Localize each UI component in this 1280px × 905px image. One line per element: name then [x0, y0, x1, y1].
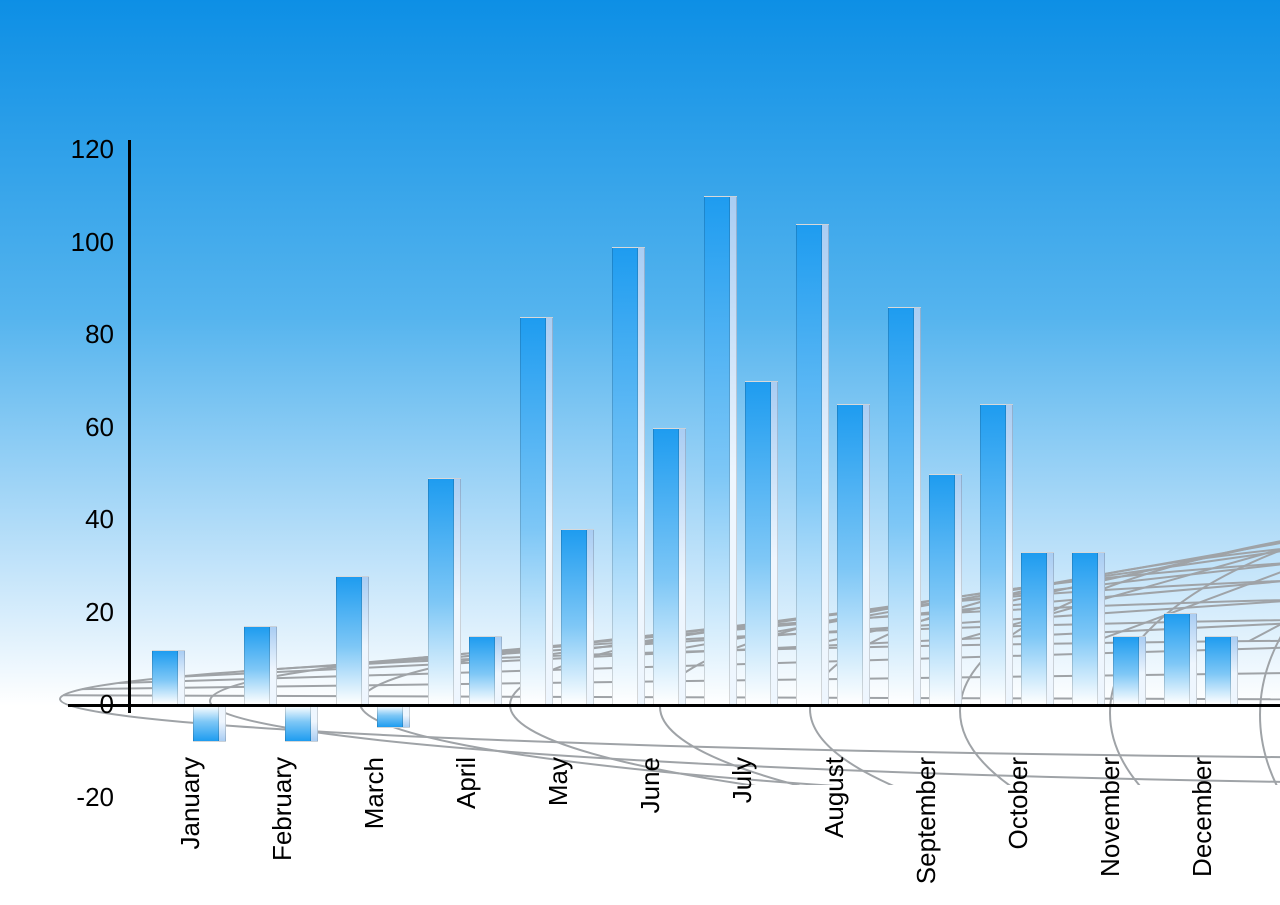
x-tick-label: June — [635, 757, 666, 813]
x-tick-label: May — [543, 757, 574, 806]
chart-canvas: -20 0 20 40 60 80 100 120 January February March A… — [0, 0, 1280, 905]
x-tick-label: March — [359, 757, 390, 829]
bar — [193, 705, 219, 742]
bar — [745, 381, 771, 705]
bar — [520, 317, 546, 706]
bar — [336, 576, 362, 706]
bar — [561, 529, 587, 705]
bar — [612, 247, 638, 705]
x-tick-label: February — [267, 757, 298, 861]
bar — [1021, 552, 1047, 705]
x-tick-label: September — [911, 757, 942, 884]
x-tick-label: January — [175, 757, 206, 850]
bar — [796, 224, 822, 705]
bar — [1072, 552, 1098, 705]
y-tick-label: 120 — [71, 134, 114, 165]
y-tick-label: 80 — [85, 319, 114, 350]
bar — [837, 404, 863, 705]
bar — [1205, 636, 1231, 705]
bar — [704, 196, 730, 705]
bar — [1164, 613, 1190, 706]
bar — [152, 650, 178, 706]
x-tick-label: December — [1187, 757, 1218, 877]
x-tick-label: July — [727, 757, 758, 803]
bar — [1113, 636, 1139, 705]
bar — [377, 705, 403, 728]
y-tick-label: 40 — [85, 504, 114, 535]
y-tick-label: -20 — [76, 782, 114, 813]
y-tick-label: 0 — [100, 689, 114, 720]
x-tick-label: November — [1095, 757, 1126, 877]
y-axis-line — [128, 140, 131, 713]
x-tick-label: August — [819, 757, 850, 838]
bar — [929, 474, 955, 705]
bar — [285, 705, 311, 742]
bar — [888, 307, 914, 705]
y-tick-label: 100 — [71, 227, 114, 258]
x-tick-label: April — [451, 757, 482, 809]
bar — [653, 428, 679, 706]
bar — [469, 636, 495, 705]
bar — [428, 478, 454, 705]
bar — [244, 626, 270, 705]
bar — [980, 404, 1006, 705]
y-tick-label: 60 — [85, 412, 114, 443]
x-axis-line — [68, 704, 1280, 707]
y-tick-label: 20 — [85, 597, 114, 628]
x-tick-label: October — [1003, 757, 1034, 850]
